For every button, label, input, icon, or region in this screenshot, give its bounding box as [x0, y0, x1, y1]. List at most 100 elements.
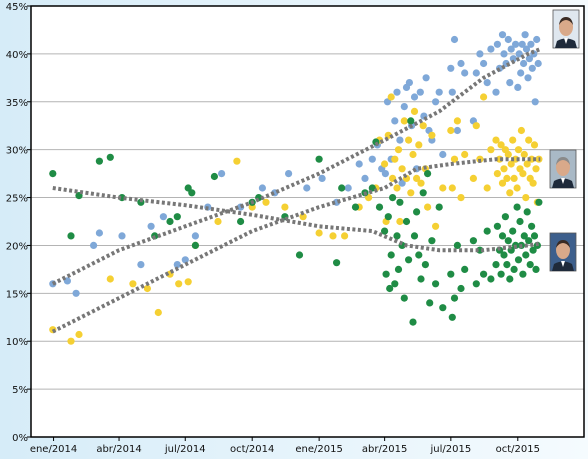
data-point-s0-83 [531, 98, 539, 106]
data-point-s0-78 [524, 74, 532, 82]
data-point-s1-9 [184, 278, 192, 286]
data-point-s1-65 [498, 179, 507, 187]
trend-line-s0 [51, 47, 542, 286]
data-point-s0-74 [518, 40, 526, 48]
data-point-s0-68 [507, 45, 515, 53]
data-point-s1-80 [520, 150, 528, 159]
data-point-s2-4 [106, 153, 114, 161]
data-point-s2-22 [351, 203, 360, 211]
data-point-s0-18 [303, 184, 311, 192]
data-point-s2-72 [500, 251, 508, 259]
data-point-s0-47 [439, 150, 447, 159]
data-point-s1-45 [424, 203, 432, 211]
data-point-s2-42 [409, 318, 417, 326]
data-point-s0-58 [483, 79, 491, 87]
data-point-s0-5 [118, 232, 126, 240]
data-point-s2-62 [472, 280, 480, 288]
data-point-s1-30 [393, 184, 401, 192]
data-point-s1-62 [493, 170, 501, 178]
data-point-s0-46 [435, 88, 443, 96]
y-axis-ticks: 0% 5% 10% 15% 20% 25% 30% 35% 40% 45% [6, 2, 31, 444]
data-point-s2-36 [396, 198, 404, 206]
data-point-s1-72 [509, 136, 517, 144]
data-point-s0-8 [159, 213, 167, 221]
data-point-s2-93 [530, 232, 539, 240]
data-point-s1-54 [461, 150, 469, 159]
data-point-s0-15 [258, 184, 266, 192]
data-point-s1-76 [514, 146, 523, 154]
data-point-s2-20 [333, 259, 341, 267]
data-point-s1-24 [381, 160, 389, 168]
data-point-s1-56 [472, 122, 480, 130]
data-point-s1-16 [299, 213, 307, 221]
data-point-s1-61 [492, 136, 500, 144]
data-point-s0-64 [500, 50, 508, 58]
data-point-s2-96 [535, 198, 543, 206]
data-point-s0-76 [521, 31, 529, 39]
data-point-s0-71 [514, 83, 522, 91]
y-tick-label-0: 0% [12, 433, 28, 444]
data-point-s0-21 [344, 184, 352, 192]
x-tick-label-2: jul/2014 [164, 444, 206, 455]
data-point-s2-45 [415, 251, 423, 259]
data-point-s2-40 [405, 256, 413, 264]
data-point-s2-85 [519, 270, 527, 278]
data-point-s1-31 [394, 146, 403, 154]
data-point-s2-67 [492, 261, 500, 269]
data-point-s1-78 [517, 126, 526, 135]
data-point-s0-42 [422, 74, 430, 82]
data-point-s2-91 [528, 222, 536, 230]
data-point-s0-52 [457, 59, 465, 68]
data-point-s2-81 [513, 203, 521, 211]
data-point-s1-64 [497, 141, 505, 149]
data-point-s0-53 [461, 69, 469, 77]
data-point-s2-30 [386, 284, 394, 293]
data-point-s1-5 [143, 284, 151, 293]
x-tick-label-1: abr/2014 [96, 444, 141, 455]
data-point-s0-57 [480, 59, 488, 68]
x-tick-label-4: ene/2015 [295, 444, 342, 455]
data-point-s2-8 [166, 217, 174, 226]
data-point-s0-11 [191, 232, 199, 240]
data-point-s1-58 [480, 93, 488, 101]
data-point-s2-61 [469, 237, 477, 245]
data-point-s1-71 [507, 160, 515, 168]
x-tick-label-5: abr/2015 [362, 444, 407, 455]
data-point-s1-81 [522, 194, 530, 202]
data-point-s1-33 [398, 165, 406, 173]
data-point-s0-24 [368, 155, 376, 163]
y-tick-label-9: 45% [6, 2, 28, 13]
data-point-s1-87 [530, 141, 539, 149]
data-point-s1-46 [428, 131, 436, 139]
data-point-s0-84 [533, 35, 541, 44]
data-point-s1-50 [448, 184, 456, 192]
data-point-s2-92 [529, 246, 537, 254]
data-point-s2-55 [447, 270, 455, 278]
candidate-portrait-icon-1 [549, 149, 577, 189]
data-point-s2-13 [210, 172, 218, 181]
data-point-s2-90 [526, 261, 534, 269]
data-point-s1-69 [504, 150, 512, 159]
data-point-s1-19 [341, 232, 349, 240]
data-point-s0-38 [410, 93, 419, 101]
data-point-s2-79 [510, 265, 518, 273]
data-point-s2-53 [435, 203, 443, 211]
data-point-s2-34 [393, 232, 401, 240]
data-point-s0-36 [405, 79, 413, 87]
trend-lines [51, 47, 542, 334]
data-point-s1-1 [67, 337, 75, 345]
plot-frame [30, 5, 585, 438]
data-point-s1-66 [500, 165, 508, 173]
plot-area [31, 6, 584, 437]
data-point-s1-41 [415, 141, 423, 149]
x-tick-label-6: jul/2015 [429, 444, 471, 455]
data-point-s2-47 [419, 189, 427, 197]
data-point-s2-49 [424, 170, 432, 178]
data-point-s2-56 [448, 313, 456, 321]
data-point-s1-60 [487, 146, 495, 154]
data-point-s2-54 [439, 304, 447, 312]
data-point-s0-19 [318, 174, 326, 182]
data-point-s2-82 [514, 256, 523, 264]
candidate-portrait-icon-0 [552, 9, 580, 49]
